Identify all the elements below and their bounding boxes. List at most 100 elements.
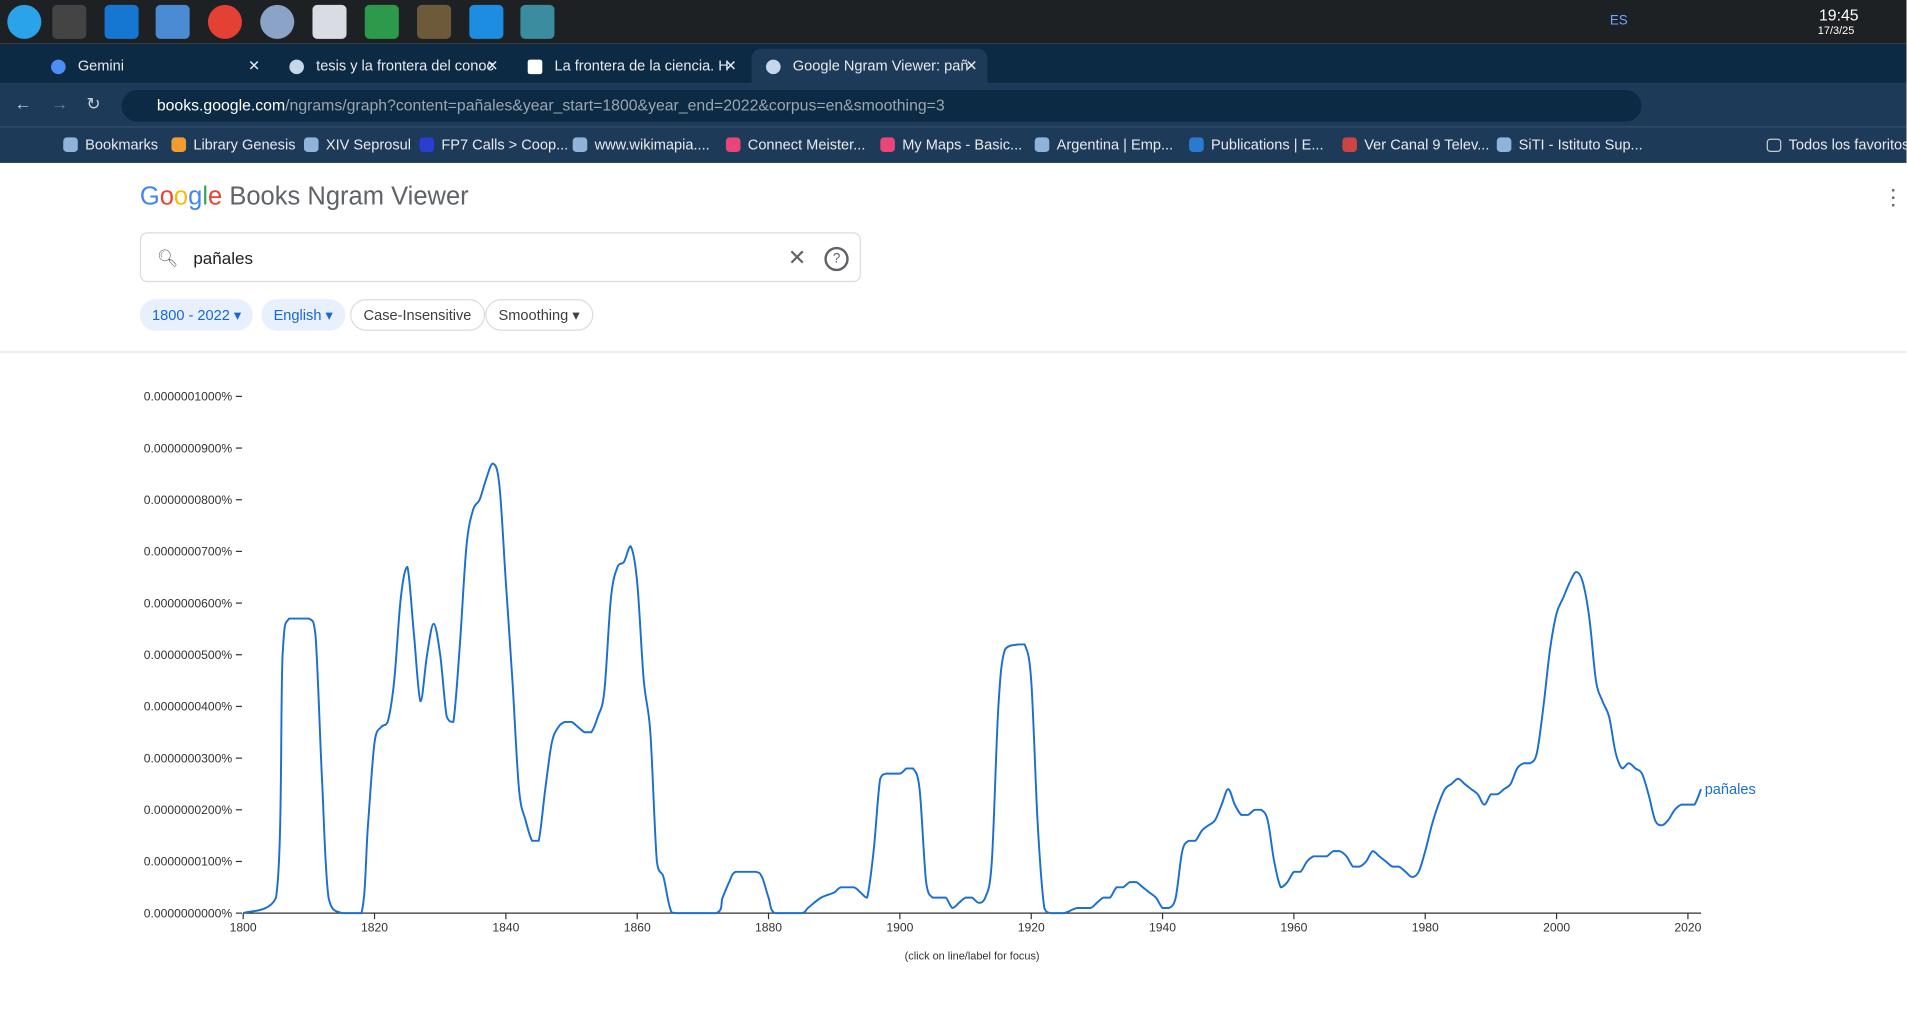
tab-title: tesis y la frontera del conoc	[316, 57, 494, 75]
app-icon[interactable]	[364, 4, 399, 39]
bookmark-label: FP7 Calls > Coop...	[441, 136, 569, 154]
y-tick-label: 0.0000000100%	[144, 855, 233, 869]
close[interactable]: ✕	[486, 57, 499, 75]
tab[interactable]: Google Ngram Viewer: pañ ✕	[751, 48, 988, 84]
bookmarks-bar: Bookmarks Library Genesis XIV Seprosul F…	[0, 126, 1907, 163]
y-tick-label: 0.0000000900%	[144, 441, 233, 455]
back-button[interactable]: ←	[14, 93, 32, 114]
tab-title: La frontera de la ciencia. H	[554, 57, 729, 75]
y-tick-label: 0.0000000600%	[144, 596, 233, 610]
url-host: books.google.com	[156, 96, 286, 115]
close[interactable]: ✕	[247, 57, 261, 75]
bookmark[interactable]: FP7 Calls > Coop...	[419, 128, 568, 162]
filter-label: Case-Insensitive	[363, 306, 472, 324]
y-tick-label: 0.0000000800%	[144, 493, 233, 507]
google-logo: Google	[139, 182, 223, 211]
x-tick-label: 1880	[755, 920, 782, 934]
bookmark[interactable]: Ver Canal 9 Telev...	[1342, 128, 1489, 162]
logo: Google Books Ngram Viewer	[140, 182, 469, 211]
close[interactable]: ✕	[965, 57, 978, 75]
toolbar: ← → ↻ books.google.com/ngrams/graph?cont…	[0, 83, 1907, 127]
filter-label: English	[273, 306, 322, 324]
tab[interactable]: Gemini ✕	[36, 49, 269, 84]
page-title: Books Ngram Viewer	[229, 182, 469, 211]
x-tick-label: 2020	[1674, 920, 1701, 934]
corpus-filter[interactable]: English ▾	[261, 299, 345, 331]
smoothing-filter[interactable]: Smoothing ▾	[485, 299, 594, 331]
system-menu[interactable]	[7, 4, 42, 39]
search-icon: 🔍︎	[156, 248, 179, 268]
bookmark-label: Todos los favoritos	[1788, 136, 1907, 154]
app-icon[interactable]	[469, 4, 504, 39]
tab-title: Gemini	[77, 57, 125, 75]
help-button[interactable]: ?	[824, 246, 849, 272]
y-tick-label: 0.0000000000%	[144, 906, 233, 920]
forward-button[interactable]: →	[51, 93, 69, 114]
clock-time[interactable]: 19:45	[1818, 6, 1859, 25]
language[interactable]: ES	[1609, 13, 1628, 28]
bookmark-folder[interactable]: Todos los favoritos	[1766, 128, 1907, 162]
year-filter[interactable]: 1800 - 2022 ▾	[139, 299, 254, 331]
url-path: /ngrams/graph?content=pañales&year_start…	[285, 96, 945, 115]
bookmark-label: Connect Meister...	[747, 136, 866, 154]
bookmark-label: www.wikimapia....	[594, 136, 710, 154]
clear-button[interactable]: ✕	[787, 245, 807, 270]
bookmark-label: Library Genesis	[193, 136, 296, 154]
menu[interactable]: ⋮	[1882, 184, 1905, 210]
bookmark-label: SiTI - Istituto Sup...	[1518, 136, 1643, 154]
tab[interactable]: tesis y la frontera del conoc ✕	[275, 49, 508, 84]
tab-strip: Gemini ✕ tesis y la frontera del conoc ✕ L…	[0, 43, 1907, 84]
x-tick-label: 1900	[886, 920, 913, 934]
bookmark[interactable]: www.wikimapia....	[572, 128, 710, 162]
bookmark-label: XIV Seprosul	[325, 136, 412, 154]
x-tick-label: 1980	[1412, 920, 1439, 934]
app-icon[interactable]	[312, 4, 347, 39]
search-box[interactable]: 🔍︎ pañales ✕ ?	[139, 232, 861, 283]
y-tick-label: 0.0000001000%	[144, 390, 233, 404]
bookmark-label: Bookmarks	[85, 136, 159, 154]
case-filter[interactable]: Case-Insensitive	[350, 299, 485, 331]
bookmark[interactable]: My Maps - Basic...	[880, 128, 1022, 162]
y-tick-label: 0.0000000300%	[144, 751, 233, 765]
filter-label: Smoothing	[498, 306, 569, 324]
bookmark[interactable]: Publications | E...	[1189, 128, 1324, 162]
y-tick-label: 0.0000000400%	[144, 700, 233, 714]
bookmark[interactable]: Argentina | Emp...	[1034, 128, 1173, 162]
x-tick-label: 1860	[624, 920, 651, 934]
clock-date[interactable]: 17/3/25	[1817, 24, 1855, 37]
app-icon[interactable]	[52, 4, 87, 39]
reload-button[interactable]: ↻	[86, 93, 101, 114]
y-tick-label: 0.0000000500%	[144, 648, 233, 662]
bookmark[interactable]: SiTI - Istituto Sup...	[1496, 128, 1643, 162]
taskbar: ES 19:45 17/3/25	[0, 0, 1907, 44]
bookmark[interactable]: Connect Meister...	[725, 128, 866, 162]
app-icon[interactable]	[207, 4, 242, 39]
app-icon[interactable]	[260, 4, 295, 39]
bookmark-label: My Maps - Basic...	[902, 136, 1023, 154]
app-icon[interactable]	[417, 4, 452, 39]
address-bar[interactable]: books.google.com/ngrams/graph?content=pa…	[121, 89, 1642, 122]
close[interactable]: ✕	[724, 57, 737, 75]
app-icon[interactable]	[520, 4, 555, 39]
x-tick-label: 2000	[1543, 920, 1570, 934]
x-tick-label: 1800	[230, 920, 257, 934]
y-tick-label: 0.0000000700%	[144, 545, 233, 559]
chart: 0.0000000000% 0.0000000100% 0.0000000200% 0…	[144, 390, 1756, 963]
bookmark[interactable]: XIV Seprosul	[303, 128, 412, 162]
bookmark[interactable]: Library Genesis	[171, 128, 296, 162]
tab[interactable]: La frontera de la ciencia. H ✕	[513, 49, 746, 84]
x-tick-label: 1960	[1280, 920, 1307, 934]
chart-note: (click on line/label for focus)	[905, 950, 1040, 962]
search-query: pañales	[193, 248, 253, 268]
app-icon[interactable]	[104, 4, 139, 39]
y-tick-label: 0.0000000200%	[144, 803, 233, 817]
x-tick-label: 1940	[1149, 920, 1176, 934]
bookmark[interactable]: Bookmarks	[63, 128, 158, 162]
tab-title: Google Ngram Viewer: pañ	[792, 57, 969, 75]
bookmark-label: Ver Canal 9 Telev...	[1364, 136, 1490, 154]
series-label[interactable]: pañales	[1705, 782, 1756, 798]
app-icon[interactable]	[155, 4, 190, 39]
bookmark-label: Publications | E...	[1211, 136, 1324, 154]
divider	[0, 351, 1907, 353]
